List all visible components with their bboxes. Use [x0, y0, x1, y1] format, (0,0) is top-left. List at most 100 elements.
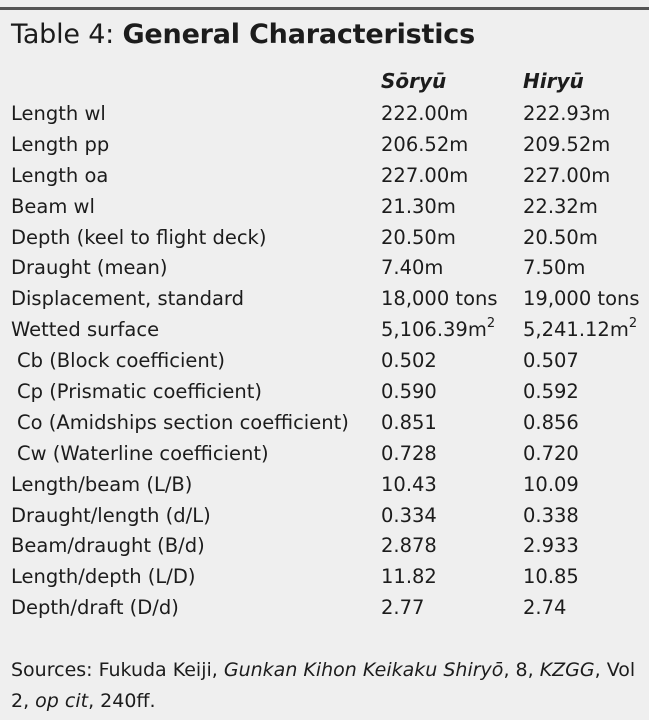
table-row: Length oa 227.00m 227.00m	[0, 162, 649, 193]
soryu-value: 20.50m	[381, 226, 456, 249]
row-label: Cb (Block coefficient)	[17, 349, 225, 373]
soryu-value: 0.728	[381, 442, 437, 465]
row-label: Co (Amidships section coefficient)	[17, 410, 349, 434]
hiryu-value-text: 0.720	[523, 441, 579, 465]
sources-vol: , Vol 2,	[11, 659, 636, 712]
row-label: Draught/length (d/L)	[11, 503, 211, 527]
hiryu-value-text: 0.507	[523, 349, 579, 373]
hiryu-value-text: 0.338	[523, 503, 579, 527]
soryu-value-text: 0.728	[381, 441, 437, 465]
hiryu-value: 22.32m	[523, 195, 598, 218]
table-row: Depth/draft (D/d) 2.77 2.74	[0, 594, 649, 625]
table-title: Table 4: General Characteristics	[11, 19, 475, 50]
row-label: Beam wl	[11, 194, 95, 218]
hiryu-value-text: 2.933	[523, 534, 579, 558]
row-label: Draught (mean)	[11, 256, 168, 280]
soryu-value-text: 0.334	[381, 503, 437, 527]
row-label: Beam/draught (B/d)	[11, 534, 205, 558]
hiryu-value: 222.93m	[523, 102, 610, 125]
hiryu-value: 7.50m	[523, 256, 585, 279]
table-row: Length wl 222.00m 222.93m	[0, 100, 649, 131]
soryu-value-text: 11.82	[381, 565, 437, 589]
hiryu-value-text: 10.85	[523, 565, 579, 589]
table-row: Depth (keel to flight deck) 20.50m 20.50m	[0, 224, 649, 255]
row-label: Depth (keel to flight deck)	[11, 225, 267, 249]
soryu-value-text: 18,000 tons	[381, 287, 498, 311]
hiryu-value-text: 7.50m	[523, 256, 586, 280]
sources-mid: , 8,	[503, 659, 540, 681]
column-header-soryu: Sōryū	[381, 69, 447, 93]
soryu-value: 7.40m	[381, 256, 443, 279]
row-label: Cp (Prismatic coefficient)	[17, 380, 262, 404]
sources-note: Sources: Fukuda Keiji, Gunkan Kihon Keik…	[11, 655, 641, 717]
table-row: Cp (Prismatic coefficient) 0.590 0.592	[0, 378, 649, 409]
table-row: Cb (Block coefficient) 0.502 0.507	[0, 347, 649, 378]
row-label: Length pp	[11, 132, 110, 156]
soryu-value-text: 20.50m	[381, 225, 456, 249]
table-row: Co (Amidships section coefficient) 0.851 0…	[0, 409, 649, 440]
hiryu-value-text: 227.00m	[523, 163, 611, 187]
hiryu-value-text: 5,241.12m	[523, 318, 629, 342]
row-label: Cw (Waterline coefficient)	[17, 441, 269, 465]
unit-superscript: 2	[486, 316, 496, 332]
soryu-value-text: 2.878	[381, 534, 437, 558]
soryu-value: 227.00m	[381, 164, 468, 187]
hiryu-value-text: 209.52m	[523, 132, 611, 156]
soryu-value: 222.00m	[381, 102, 468, 125]
row-label: Length oa	[11, 163, 109, 187]
hiryu-value-text: 222.93m	[523, 102, 611, 125]
soryu-value: 0.334	[381, 504, 437, 527]
hiryu-value-text: 0.592	[523, 380, 579, 404]
row-label: Length/depth (L/D)	[11, 565, 196, 589]
soryu-value: 18,000 tons	[381, 287, 498, 310]
hiryu-value-text: 0.856	[523, 410, 579, 434]
sources-opcit: op cit	[35, 690, 89, 712]
soryu-value: 2.878	[381, 534, 437, 557]
sources-suffix: , 240ff.	[88, 690, 156, 712]
soryu-value-text: 0.502	[381, 349, 437, 373]
soryu-value: 21.30m	[381, 195, 456, 218]
hiryu-value: 0.507	[523, 349, 579, 372]
soryu-value: 206.52m	[381, 133, 468, 156]
soryu-value: 5,106.39m2	[381, 316, 496, 342]
soryu-value: 11.82	[381, 565, 437, 588]
soryu-value-text: 0.851	[381, 410, 437, 434]
table-title-text: General Characteristics	[122, 19, 475, 50]
soryu-value-text: 21.30m	[381, 194, 456, 218]
table-row: Draught/length (d/L) 0.334 0.338	[0, 502, 649, 533]
table-row: Length/depth (L/D) 11.82 10.85	[0, 563, 649, 594]
hiryu-value-text: 22.32m	[523, 194, 598, 218]
soryu-value-text: 2.77	[381, 596, 425, 620]
soryu-value: 0.851	[381, 411, 437, 434]
table-row: Length pp 206.52m 209.52m	[0, 131, 649, 162]
hiryu-value: 209.52m	[523, 133, 610, 156]
table-row: Cw (Waterline coefficient) 0.728 0.720	[0, 440, 649, 471]
hiryu-value-text: 2.74	[523, 596, 567, 620]
row-label: Length/beam (L/B)	[11, 472, 193, 496]
table-row: Beam/draught (B/d) 2.878 2.933	[0, 532, 649, 563]
soryu-value-text: 206.52m	[381, 132, 469, 156]
hiryu-value: 20.50m	[523, 226, 598, 249]
soryu-value-text: 222.00m	[381, 102, 469, 125]
table-row: Beam wl 21.30m 22.32m	[0, 193, 649, 224]
table-row: Wetted surface 5,106.39m2 5,241.12m2	[0, 316, 649, 347]
hiryu-value: 10.85	[523, 565, 579, 588]
hiryu-value: 0.338	[523, 504, 579, 527]
row-label: Wetted surface	[11, 318, 160, 342]
table-row: Length/beam (L/B) 10.43 10.09	[0, 471, 649, 502]
hiryu-value-text: 19,000 tons	[523, 287, 640, 311]
column-header-hiryu: Hiryū	[523, 69, 584, 93]
soryu-value-text: 7.40m	[381, 256, 444, 280]
soryu-value: 0.590	[381, 380, 437, 403]
soryu-value: 10.43	[381, 473, 437, 496]
table-body: Length wl 222.00m 222.93m Length pp 206.52m 2…	[0, 100, 649, 625]
row-label: Depth/draft (D/d)	[11, 596, 179, 620]
soryu-value-text: 5,106.39m	[381, 318, 487, 342]
hiryu-value: 5,241.12m2	[523, 316, 637, 342]
sources-prefix: Sources: Fukuda Keiji,	[11, 659, 224, 681]
hiryu-value: 2.74	[523, 596, 566, 619]
sources-journal: KZGG	[539, 659, 595, 681]
table-row: Displacement, standard 18,000 tons 19,000 …	[0, 285, 649, 316]
row-label: Length wl	[11, 102, 106, 125]
